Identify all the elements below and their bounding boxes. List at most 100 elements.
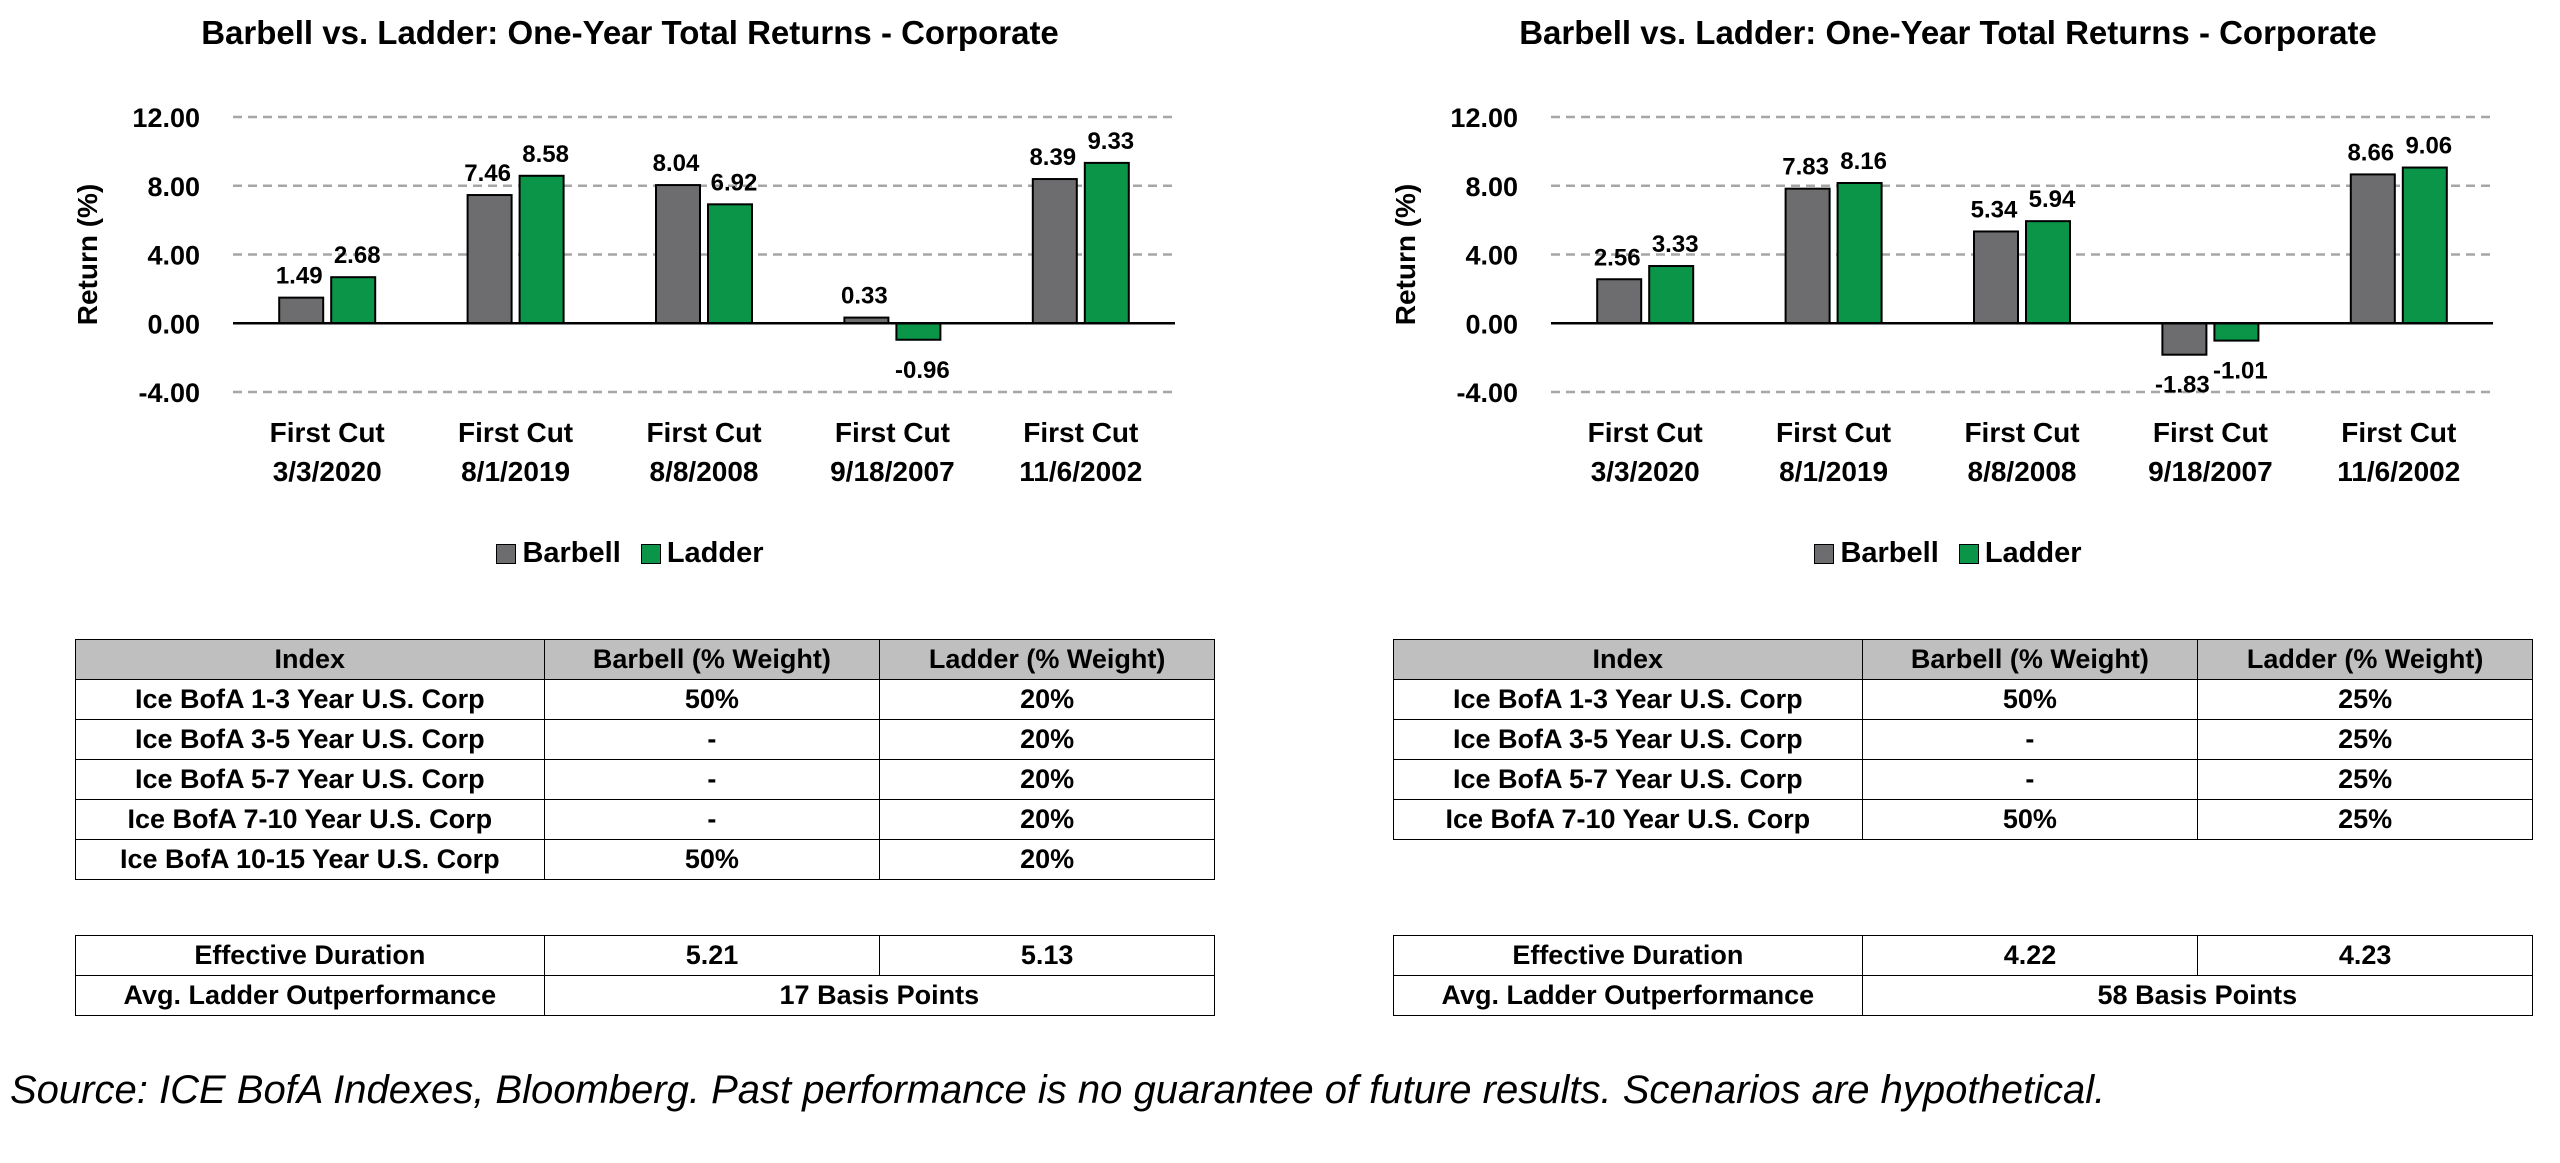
barbell-weight: - <box>1861 759 2199 800</box>
index-name: Ice BofA 10-15 Year U.S. Corp <box>75 839 545 880</box>
duration-barbell: 5.21 <box>543 935 881 976</box>
category-label: 8/8/2008 <box>650 456 759 487</box>
table-row: Ice BofA 3-5 Year U.S. Corp - 20% <box>75 719 1215 760</box>
category-label: First Cut <box>1023 417 1138 448</box>
duration-row: Effective Duration 5.21 5.13 <box>75 935 1215 976</box>
category-label: First Cut <box>2153 417 2268 448</box>
data-label-ladder: 6.92 <box>711 169 758 196</box>
data-label-ladder: 5.94 <box>2029 186 2076 213</box>
chart-legend: Barbell Ladder <box>1318 537 2560 572</box>
y-tick-label: 0.00 <box>1465 309 1518 339</box>
category-label: First Cut <box>835 417 950 448</box>
y-tick-label: 8.00 <box>1465 172 1518 202</box>
barbell-weight: - <box>543 799 881 840</box>
chart-legend: Barbell Ladder <box>0 537 1260 572</box>
barbell-weight: 50% <box>1861 799 2199 840</box>
barbell-weight: - <box>543 759 881 800</box>
bar-barbell <box>655 184 701 325</box>
duration-label: Effective Duration <box>1393 935 1863 976</box>
index-name: Ice BofA 5-7 Year U.S. Corp <box>75 759 545 800</box>
barbell-weight: 50% <box>543 839 881 880</box>
ladder-weight: 20% <box>879 759 1215 800</box>
ladder-weight: 20% <box>879 719 1215 760</box>
duration-barbell: 4.22 <box>1861 935 2199 976</box>
bar-barbell <box>2349 173 2396 325</box>
legend-item-ladder: Ladder <box>640 537 764 570</box>
header-ladder: Ladder (% Weight) <box>879 639 1215 680</box>
legend-label-barbell: Barbell <box>1840 537 1939 569</box>
outperformance-label: Avg. Ladder Outperformance <box>75 975 545 1016</box>
ladder-weight: 25% <box>2197 759 2533 800</box>
table-row: Ice BofA 1-3 Year U.S. Corp 50% 25% <box>1393 679 2533 720</box>
category-label: First Cut <box>646 417 761 448</box>
bar-barbell <box>2161 322 2208 356</box>
index-name: Ice BofA 7-10 Year U.S. Corp <box>1393 799 1863 840</box>
bar-chart-left: 12.00 8.00 4.00 0.00 -4.00 Return (%) 1.49 2.68… <box>72 103 1175 487</box>
y-axis-title: Return (%) <box>1390 184 1421 326</box>
table-row: Ice BofA 5-7 Year U.S. Corp - 25% <box>1393 759 2533 800</box>
category-label: 8/8/2008 <box>1968 456 2077 487</box>
header-barbell: Barbell (% Weight) <box>543 639 881 680</box>
data-label-ladder: -0.96 <box>895 357 950 384</box>
data-label-ladder: 8.16 <box>1840 148 1887 175</box>
y-tick-label: 4.00 <box>1465 241 1518 271</box>
legend-swatch-ladder <box>640 543 661 564</box>
table-row: Ice BofA 10-15 Year U.S. Corp 50% 20% <box>75 839 1215 880</box>
data-label-barbell: -1.83 <box>2155 372 2210 399</box>
legend-item-ladder: Ladder <box>1958 537 2082 570</box>
chart-title: Barbell vs. Ladder: One-Year Total Retur… <box>1519 14 2377 51</box>
duration-ladder: 5.13 <box>879 935 1215 976</box>
bar-ladder <box>1836 182 1883 325</box>
data-label-ladder: 8.58 <box>522 141 569 168</box>
data-label-barbell: 8.66 <box>2347 139 2394 166</box>
category-label: First Cut <box>1776 417 1891 448</box>
header-ladder: Ladder (% Weight) <box>2197 639 2533 680</box>
y-tick-label: 12.00 <box>132 103 200 133</box>
y-tick-label: 8.00 <box>147 172 200 202</box>
left-panel: Barbell vs. Ladder: One-Year Total Retur… <box>0 0 1300 1040</box>
data-label-barbell: 7.46 <box>464 160 511 187</box>
data-label-barbell: 0.33 <box>841 283 888 310</box>
y-tick-label: -4.00 <box>1456 378 1518 408</box>
header-index: Index <box>75 639 545 680</box>
data-label-barbell: 5.34 <box>1971 196 2018 223</box>
legend-swatch-ladder <box>1958 543 1979 564</box>
category-label: 8/1/2019 <box>1779 456 1888 487</box>
legend-label-ladder: Ladder <box>666 537 764 569</box>
bar-barbell <box>1784 187 1831 325</box>
source-note: Source: ICE BofA Indexes, Bloomberg. Pas… <box>10 1068 2106 1112</box>
data-label-barbell: 7.83 <box>1782 154 1829 181</box>
index-name: Ice BofA 1-3 Year U.S. Corp <box>75 679 545 720</box>
ladder-weight: 25% <box>2197 719 2533 760</box>
header-barbell: Barbell (% Weight) <box>1861 639 2199 680</box>
weights-table: Index Barbell (% Weight) Ladder (% Weigh… <box>1393 639 2533 840</box>
barbell-weight: 50% <box>1861 679 2199 720</box>
right-panel: Barbell vs. Ladder: One-Year Total Retur… <box>1318 0 2560 1040</box>
chart-title: Barbell vs. Ladder: One-Year Total Retur… <box>201 14 1059 51</box>
bar-ladder <box>2401 166 2448 325</box>
bar-barbell <box>1031 178 1078 325</box>
data-label-barbell: 2.56 <box>1594 244 1641 271</box>
table-header-row: Index Barbell (% Weight) Ladder (% Weigh… <box>1393 639 2533 680</box>
stats-table: Effective Duration 4.22 4.23 Avg. Ladder… <box>1393 935 2534 1016</box>
data-label-barbell: 8.04 <box>653 150 700 177</box>
index-name: Ice BofA 5-7 Year U.S. Corp <box>1393 759 1863 800</box>
ladder-weight: 20% <box>879 679 1215 720</box>
category-label: 8/1/2019 <box>461 456 570 487</box>
table-row: Ice BofA 7-10 Year U.S. Corp - 20% <box>75 799 1215 840</box>
duration-ladder: 4.23 <box>2197 935 2533 976</box>
bar-ladder <box>707 203 753 325</box>
index-name: Ice BofA 1-3 Year U.S. Corp <box>1393 679 1863 720</box>
bar-barbell <box>466 194 513 325</box>
bar-barbell <box>1596 278 1643 325</box>
data-label-ladder: 3.33 <box>1652 231 1699 258</box>
legend-label-barbell: Barbell <box>522 537 621 569</box>
bar-ladder <box>2025 220 2071 325</box>
bar-ladder <box>1648 265 1695 325</box>
table-row: Ice BofA 7-10 Year U.S. Corp 50% 25% <box>1393 799 2533 840</box>
category-label: 3/3/2020 <box>1591 456 1700 487</box>
bar-ladder <box>518 174 565 325</box>
bar-ladder <box>1083 161 1130 325</box>
outperformance-value: 58 Basis Points <box>1861 975 2534 1016</box>
category-label: 11/6/2002 <box>2337 456 2460 487</box>
